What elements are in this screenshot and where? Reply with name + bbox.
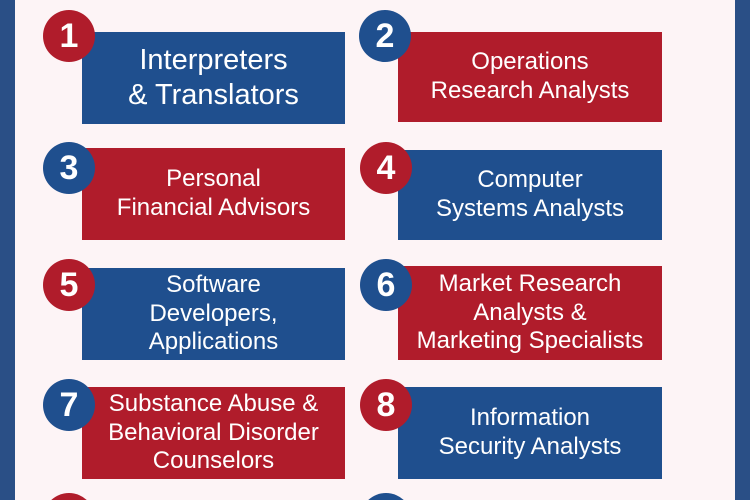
item-3-label: Personal Financial Advisors <box>116 165 311 221</box>
item-8-number-badge: 8 <box>360 379 412 431</box>
item-6-label: Market Research Analysts & Marketing Spe… <box>416 269 644 355</box>
item-8-label: Information Security Analysts <box>438 404 622 460</box>
item-1-box: Interpreters & Translators <box>82 32 345 124</box>
item-3-number-badge: 3 <box>43 142 95 194</box>
item-2-number-badge: 2 <box>359 10 411 62</box>
item-4-number-badge: 4 <box>360 142 412 194</box>
item-7-number: 7 <box>59 385 79 424</box>
item-10-number-badge-partial <box>360 493 412 500</box>
item-6-number-badge: 6 <box>360 259 412 311</box>
item-6-box: Market Research Analysts & Marketing Spe… <box>398 266 662 360</box>
item-4-box: Computer Systems Analysts <box>398 150 662 240</box>
item-6-number: 6 <box>376 265 396 304</box>
item-3-number: 3 <box>59 148 79 187</box>
item-1-number: 1 <box>59 16 79 55</box>
item-9-number-badge-partial <box>43 493 95 500</box>
item-5-number-badge: 5 <box>43 259 95 311</box>
item-1-label: Interpreters & Translators <box>128 44 299 111</box>
item-4-label: Computer Systems Analysts <box>435 166 625 222</box>
item-2-label: Operations Research Analysts <box>430 48 630 104</box>
item-4-number: 4 <box>376 148 396 187</box>
item-2-number: 2 <box>375 16 395 55</box>
item-3-box: Personal Financial Advisors <box>82 148 345 240</box>
item-5-label: Software Developers, Applications <box>148 270 279 356</box>
item-2-box: Operations Research Analysts <box>398 32 662 122</box>
item-5-box: Software Developers, Applications <box>82 268 345 360</box>
item-7-label: Substance Abuse & Behavioral Disorder Co… <box>108 389 319 475</box>
item-5-number: 5 <box>59 265 79 304</box>
item-8-number: 8 <box>376 385 396 424</box>
item-1-number-badge: 1 <box>43 10 95 62</box>
item-7-box: Substance Abuse & Behavioral Disorder Co… <box>82 387 345 479</box>
item-8-box: Information Security Analysts <box>398 387 662 479</box>
item-7-number-badge: 7 <box>43 379 95 431</box>
infographic-panel: Interpreters & Translators 1 Operations … <box>15 0 735 500</box>
